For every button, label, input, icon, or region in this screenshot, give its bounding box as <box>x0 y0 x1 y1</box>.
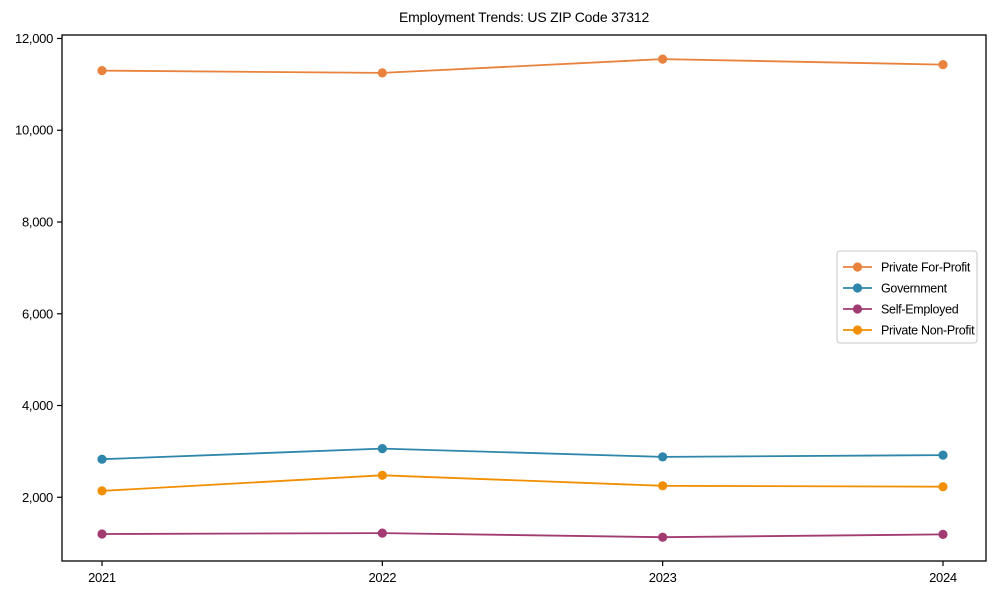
legend-label-private-for-profit: Private For-Profit <box>881 261 971 275</box>
y-tick-label: 6,000 <box>22 306 53 321</box>
legend-label-private-non-profit: Private Non-Profit <box>881 324 975 338</box>
y-tick-label: 12,000 <box>15 31 53 46</box>
legend-box <box>836 250 978 344</box>
series-marker-self-employed <box>377 528 387 538</box>
x-tick-label: 2024 <box>929 570 957 585</box>
series-line-government <box>101 447 944 461</box>
series-line-private-non-profit <box>101 474 944 492</box>
series-marker-private-non-profit <box>938 482 948 492</box>
series-marker-self-employed <box>938 529 948 540</box>
y-tick-label: 2,000 <box>22 490 53 505</box>
series-line-self-employed <box>101 532 944 539</box>
x-tick-label: 2022 <box>368 570 396 585</box>
series-line-private-for-profit <box>101 58 944 74</box>
series-marker-government <box>97 454 107 464</box>
legend-label-government: Government <box>881 282 948 296</box>
y-tick-label: 4,000 <box>22 398 53 413</box>
legend-label-self-employed: Self-Employed <box>881 303 959 317</box>
plot-border <box>61 34 987 562</box>
series-marker-government <box>658 452 668 462</box>
chart-title: Employment Trends: US ZIP Code 37312 <box>398 9 650 25</box>
x-tick-label: 2023 <box>649 570 677 585</box>
legend-marker-private-non-profit <box>852 325 863 335</box>
x-tick-label: 2021 <box>88 570 116 585</box>
series-marker-private-for-profit <box>938 60 948 70</box>
legend-marker-private-for-profit <box>852 262 863 272</box>
series-marker-government <box>938 450 948 460</box>
series-marker-private-for-profit <box>97 66 107 76</box>
y-tick-label: 10,000 <box>15 123 53 138</box>
series-marker-private-for-profit <box>658 54 668 64</box>
series-marker-self-employed <box>97 529 107 539</box>
series-marker-private-non-profit <box>658 481 668 491</box>
series-marker-private-for-profit <box>377 68 387 78</box>
series-marker-private-non-profit <box>97 486 107 496</box>
legend-marker-government <box>852 283 863 293</box>
series-marker-self-employed <box>658 532 668 542</box>
series-marker-government <box>377 444 387 454</box>
series-marker-private-non-profit <box>377 470 387 480</box>
legend-marker-self-employed <box>852 304 863 314</box>
y-tick-label: 8,000 <box>22 215 53 230</box>
